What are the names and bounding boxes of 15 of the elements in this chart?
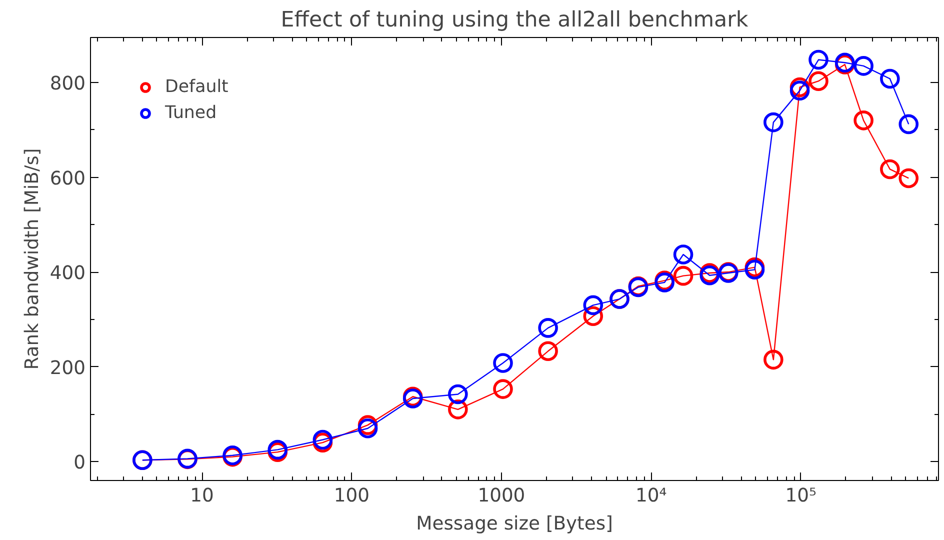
chart-title: Effect of tuning using the all2all benchmark <box>280 8 749 32</box>
x-tick-label: 10⁴ <box>636 486 667 506</box>
x-tick-label: 10⁵ <box>785 486 817 506</box>
y-tick-label: 400 <box>50 263 86 284</box>
y-tick-label: 0 <box>74 452 86 474</box>
x-tick-label: 10 <box>190 486 214 506</box>
legend-label: Default <box>165 77 228 97</box>
x-axis-title: Message size [Bytes] <box>416 514 613 534</box>
y-axis-title: Rank bandwidth [MiB/s] <box>22 148 43 370</box>
y-tick-label: 200 <box>50 358 86 379</box>
y-tick-label: 800 <box>50 74 86 95</box>
x-tick-label: 1000 <box>478 486 526 506</box>
y-tick-label: 600 <box>50 168 86 190</box>
x-tick-label: 100 <box>334 486 370 506</box>
legend-label: Tuned <box>165 103 217 123</box>
